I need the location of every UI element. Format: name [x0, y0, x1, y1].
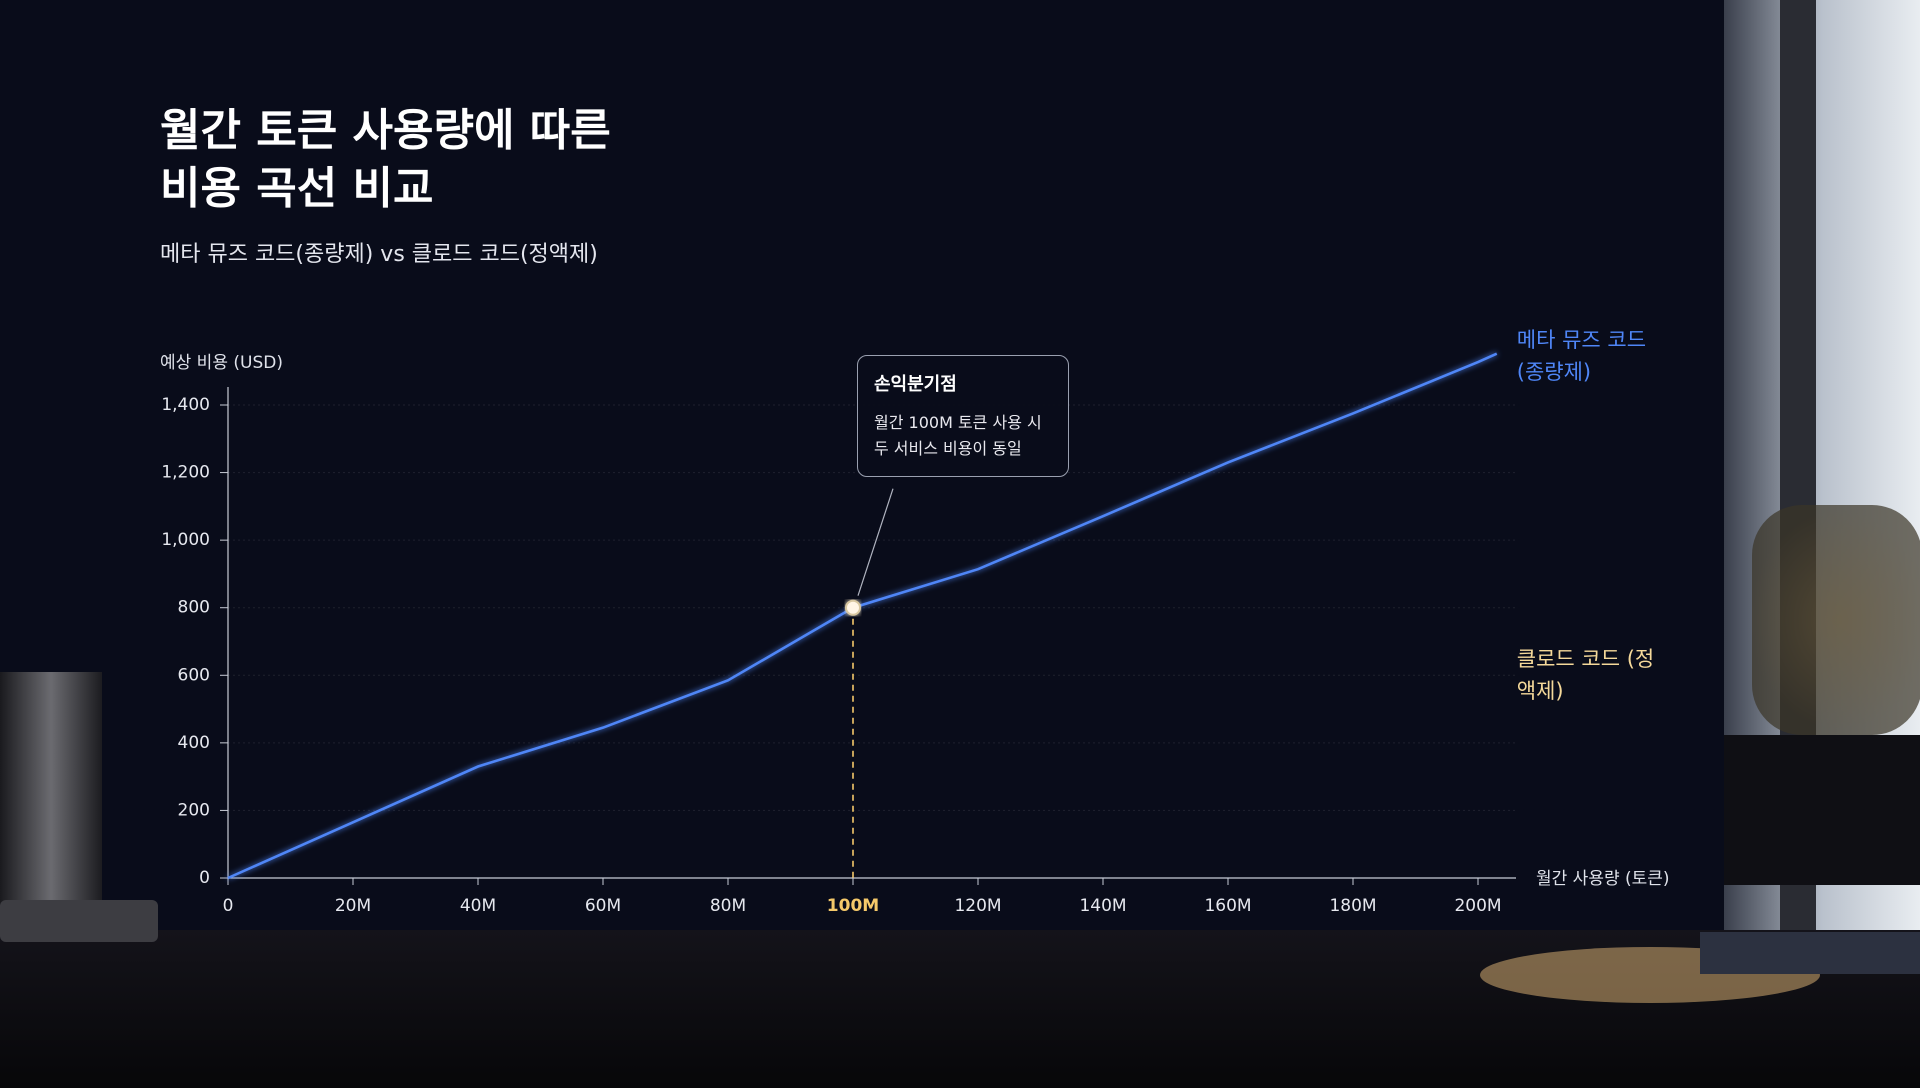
series-label: 클로드 코드 (정액제) — [1516, 647, 1655, 704]
x-tick-label: 120M — [954, 896, 1001, 916]
desk — [0, 930, 1920, 1088]
y-axis-label: 예상 비용 (USD) — [160, 353, 283, 373]
series-line — [227, 352, 1498, 880]
x-tick-label: 40M — [460, 896, 496, 916]
x-tick-label: 140M — [1079, 896, 1126, 916]
x-tick-label: 180M — [1329, 896, 1376, 916]
y-tick-label: 1,400 — [161, 395, 210, 415]
coaster — [0, 900, 158, 942]
x-tick-label: 60M — [585, 896, 621, 916]
y-tick-label: 800 — [178, 598, 210, 618]
y-tick-label: 400 — [178, 733, 210, 753]
annotation-text: 월간 100M 토큰 사용 시 두 서비스 비용이 동일 — [874, 412, 1042, 458]
shelf — [1724, 735, 1920, 885]
plot-area: 0 200 400 600 800 1,000 1,200 1,400 0 20M 40M 60M 80… — [161, 352, 1516, 916]
title-line: 월간 토큰 사용량에 따른 — [160, 105, 611, 156]
mug — [0, 672, 102, 912]
title-line: 비용 곡선 비교 — [160, 163, 434, 214]
break-even-point — [845, 599, 861, 616]
x-tick-label: 80M — [710, 896, 746, 916]
y-tick-label: 200 — [178, 800, 210, 820]
x-tick-label: 0 — [223, 896, 234, 916]
y-tick-label: 0 — [199, 868, 210, 888]
book — [1700, 932, 1920, 974]
x-tick-label: 20M — [335, 896, 371, 916]
y-tick-label: 600 — [178, 665, 210, 685]
x-tick-label: 200M — [1454, 896, 1501, 916]
series-label: 메타 뮤즈 코드 (종량제) — [1516, 327, 1647, 384]
subtitle: 메타 뮤즈 코드(종량제) vs 클로드 코드(정액제) — [160, 242, 598, 267]
y-tick-label: 1,200 — [161, 463, 210, 483]
lamp — [1752, 505, 1920, 735]
annotation-title: 손익분기점 — [874, 373, 957, 395]
y-tick-label: 1,000 — [161, 530, 210, 550]
annotation-box: 손익분기점 월간 100M 토큰 사용 시 두 서비스 비용이 동일 — [857, 354, 1069, 477]
annotation-pointer — [857, 488, 894, 596]
x-tick-label: 160M — [1204, 896, 1251, 916]
x-tick-label: 100M — [827, 896, 879, 916]
x-axis-label: 월간 사용량 (토큰) — [1536, 869, 1670, 889]
